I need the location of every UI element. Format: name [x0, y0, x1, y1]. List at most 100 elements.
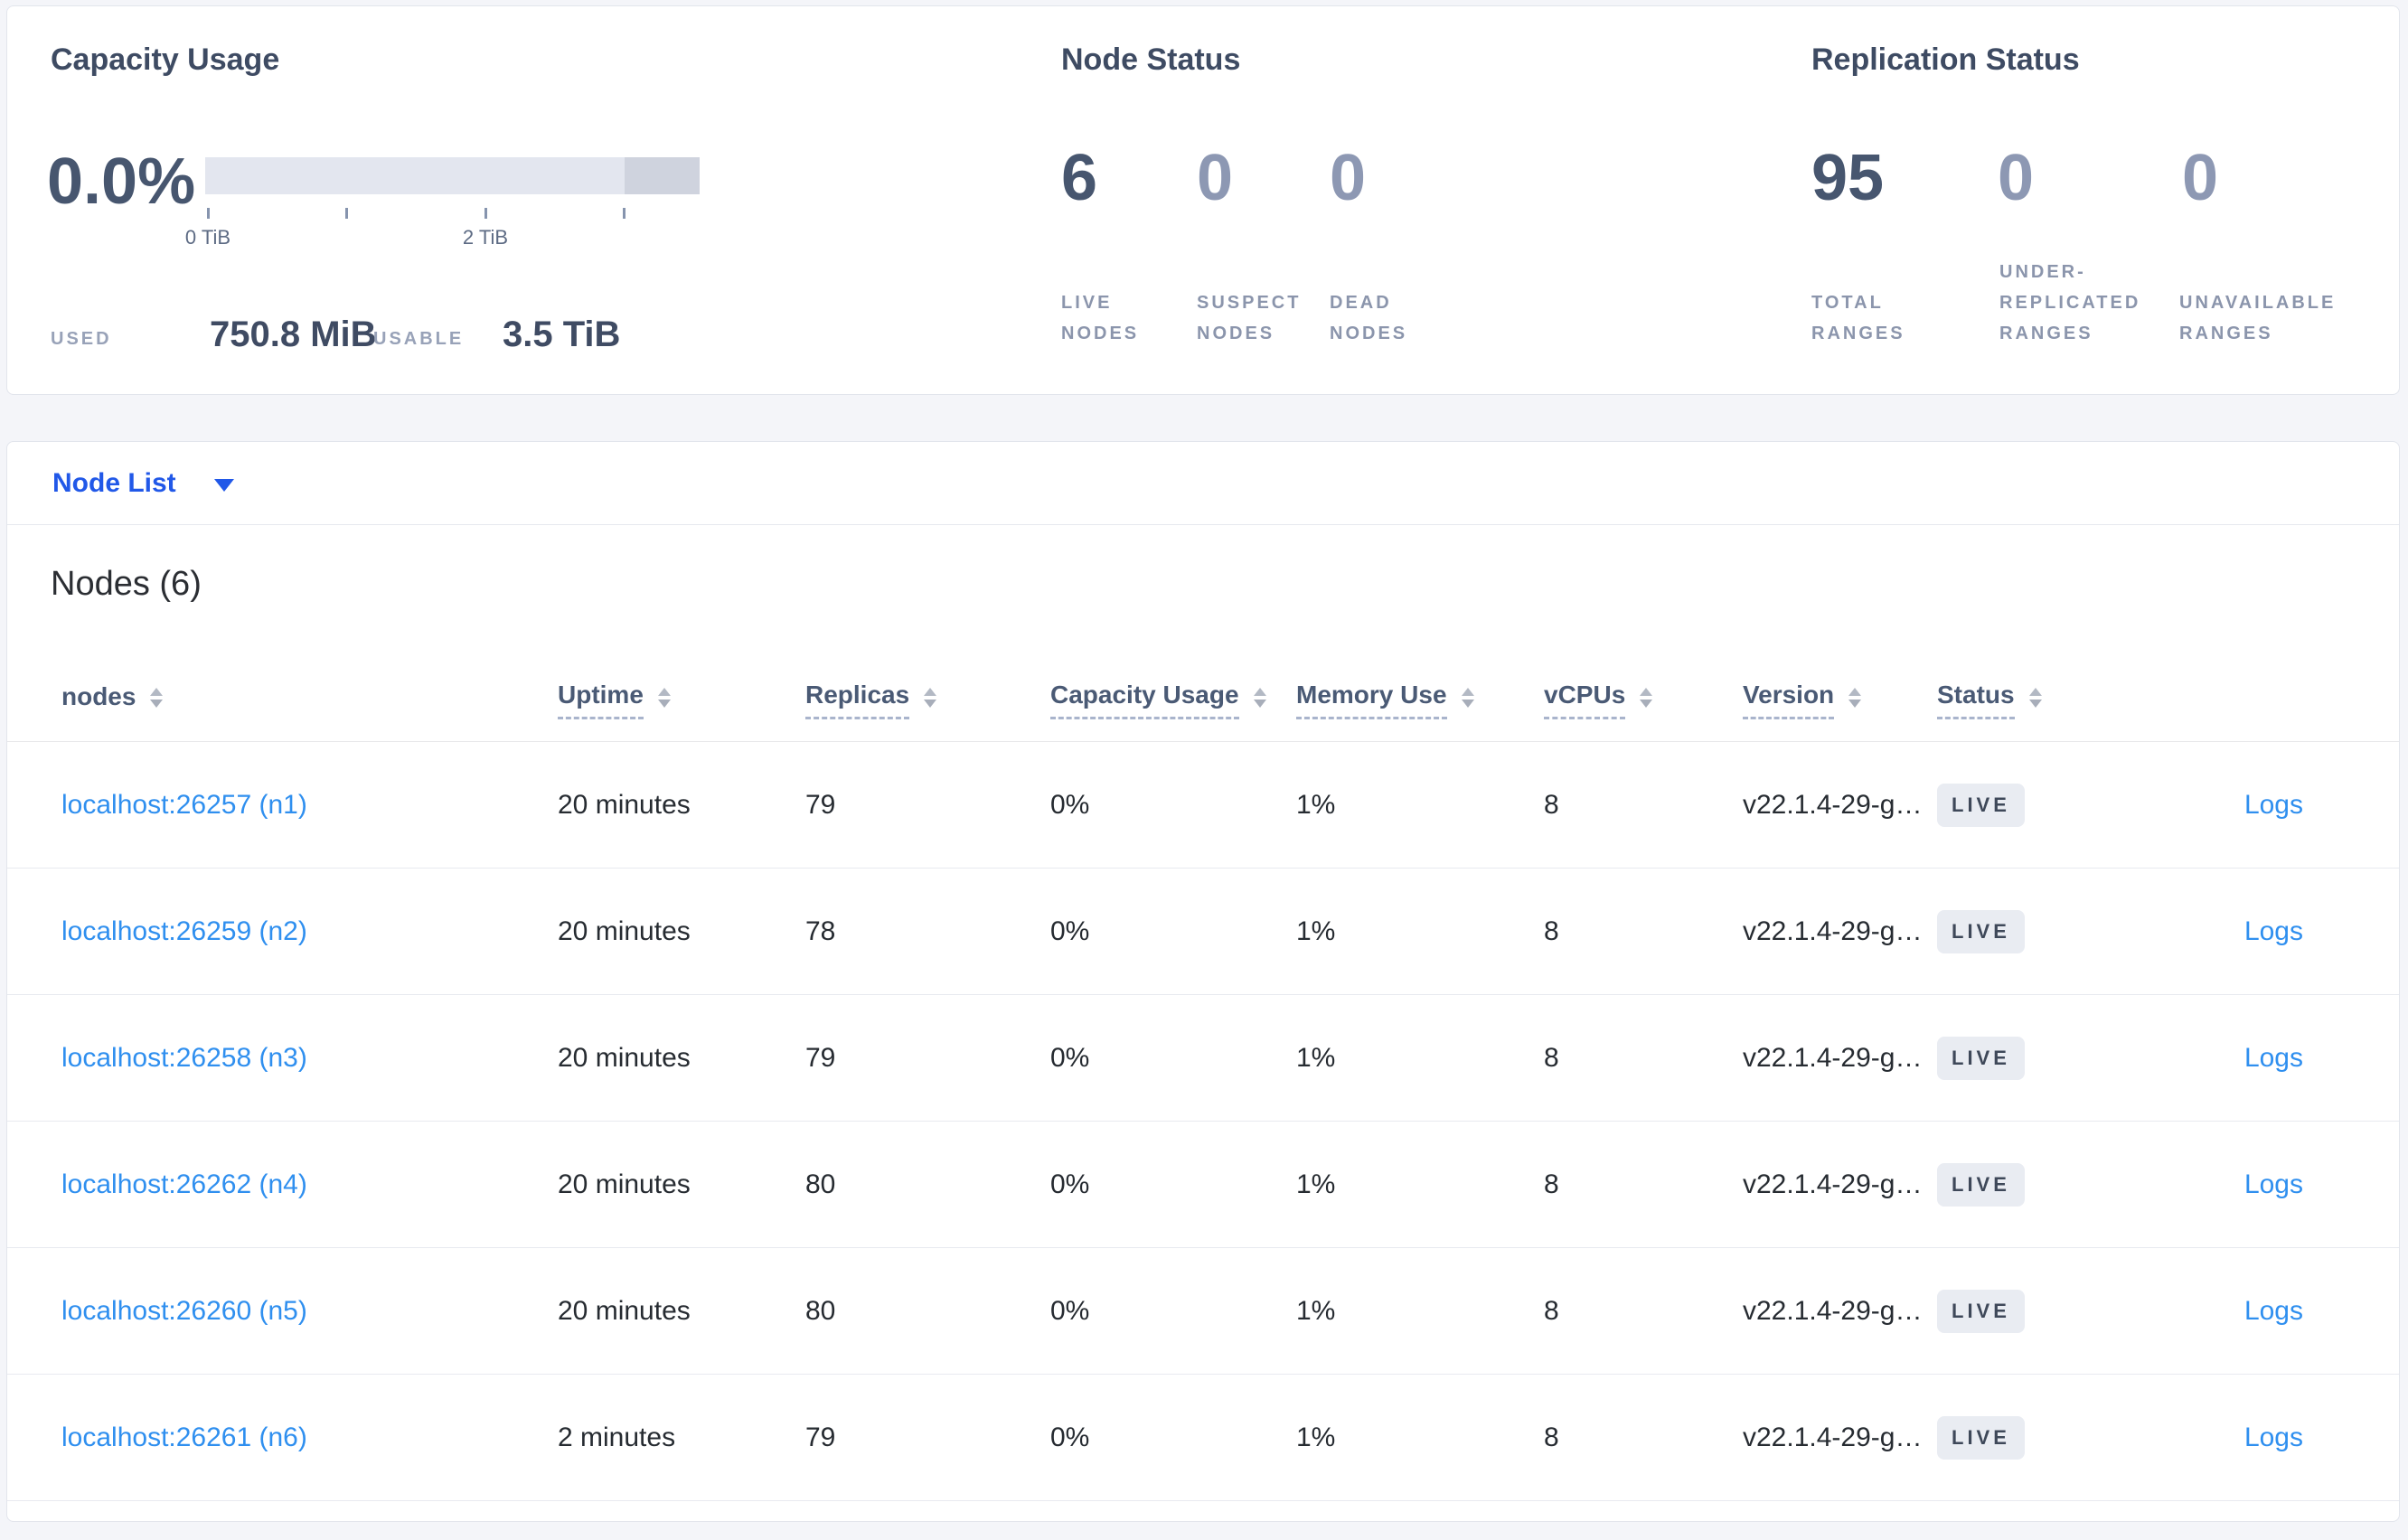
cell-version: v22.1.4-29-g… — [1743, 789, 1923, 820]
column-header-label[interactable]: Version — [1743, 681, 1835, 719]
cell-vcpus: 8 — [1544, 1422, 1559, 1452]
unavailable-ranges-count: 0 — [2182, 142, 2219, 214]
live-nodes-count: 6 — [1061, 142, 1098, 214]
table-row: localhost:26261 (n6) 2 minutes 79 0% 1% 8 v22.… — [7, 1375, 2399, 1501]
node-link[interactable]: localhost:26260 (n5) — [61, 1295, 307, 1326]
status-badge: LIVE — [1937, 1289, 2025, 1333]
dead-nodes-count: 0 — [1330, 142, 1367, 214]
cell-capacity: 0% — [1050, 1295, 1090, 1326]
chevron-down-icon[interactable] — [213, 478, 234, 492]
nodes-table: nodes Uptime Replicas Capacity Usage Memory … — [7, 659, 2399, 1501]
cell-memory: 1% — [1296, 916, 1336, 946]
cell-uptime: 20 minutes — [558, 789, 691, 820]
node-status-title: Node Status — [1061, 42, 1241, 77]
cell-status: LIVE — [1937, 1289, 2163, 1333]
replication-status-title: Replication Status — [1811, 42, 2080, 77]
status-badge: LIVE — [1937, 909, 2025, 953]
unavailable-ranges-label: UNAVAILABLE RANGES — [2179, 293, 2337, 343]
nodes-section-title: Nodes (6) — [51, 565, 202, 603]
table-row: localhost:26262 (n4) 20 minutes 80 0% 1% 8 v22… — [7, 1122, 2399, 1248]
cell-memory: 1% — [1296, 1042, 1336, 1073]
column-header-label[interactable]: vCPUs — [1544, 681, 1626, 719]
capacity-axis-tick — [623, 208, 626, 219]
node-link[interactable]: localhost:26259 (n2) — [61, 916, 307, 946]
sort-arrows-icon[interactable] — [924, 687, 937, 708]
cell-memory: 1% — [1296, 1169, 1336, 1199]
cell-version: v22.1.4-29-g… — [1743, 1295, 1923, 1326]
column-header-label[interactable]: Capacity Usage — [1050, 681, 1239, 719]
sort-arrows-icon[interactable] — [1640, 687, 1653, 708]
cell-status: LIVE — [1937, 1415, 2163, 1460]
cell-version: v22.1.4-29-g… — [1743, 916, 1923, 946]
column-header-vcpus[interactable]: vCPUs — [1544, 681, 1743, 719]
column-header-label[interactable]: Replicas — [805, 681, 910, 719]
under-replicated-ranges-label: UNDER-REPLICATED RANGES — [1999, 262, 2141, 343]
sort-arrows-icon[interactable] — [2028, 687, 2042, 708]
table-row: localhost:26260 (n5) 20 minutes 80 0% 1% 8 v22… — [7, 1248, 2399, 1375]
cell-memory: 1% — [1296, 789, 1336, 820]
logs-link[interactable]: Logs — [2243, 1169, 2303, 1199]
dead-nodes-label: DEAD NODES — [1330, 293, 1408, 343]
capacity-axis-tick-label: 0 TiB — [184, 226, 231, 249]
column-header-version[interactable]: Version — [1743, 681, 1937, 719]
suspect-nodes-count: 0 — [1197, 142, 1234, 214]
status-badge: LIVE — [1937, 1162, 2025, 1207]
column-header-memory-use[interactable]: Memory Use — [1296, 681, 1544, 719]
cell-replicas: 79 — [805, 1042, 836, 1073]
capacity-used-value: 750.8 MiB — [210, 315, 377, 354]
cell-capacity: 0% — [1050, 1422, 1090, 1452]
logs-link[interactable]: Logs — [2243, 1295, 2303, 1326]
sort-arrows-icon[interactable] — [150, 687, 164, 708]
logs-link[interactable]: Logs — [2243, 916, 2303, 946]
capacity-axis-tick — [345, 208, 348, 219]
node-link[interactable]: localhost:26261 (n6) — [61, 1422, 307, 1452]
column-header-uptime[interactable]: Uptime — [558, 681, 805, 719]
sort-arrows-icon[interactable] — [1253, 687, 1266, 708]
node-link[interactable]: localhost:26258 (n3) — [61, 1042, 307, 1073]
capacity-axis-tick — [484, 208, 487, 219]
sort-arrows-icon[interactable] — [1461, 687, 1474, 708]
column-header-label[interactable]: nodes — [61, 681, 136, 710]
capacity-stats: USED 750.8 MiB USABLE 3.5 TiB — [51, 312, 774, 355]
column-header-nodes[interactable]: nodes — [61, 682, 558, 718]
cell-version: v22.1.4-29-g… — [1743, 1042, 1923, 1073]
capacity-axis-tick-label: 2 TiB — [462, 226, 509, 249]
status-badge: LIVE — [1937, 783, 2025, 827]
node-link[interactable]: localhost:26262 (n4) — [61, 1169, 307, 1199]
cell-status: LIVE — [1937, 1036, 2163, 1080]
logs-link[interactable]: Logs — [2243, 1422, 2303, 1452]
cell-uptime: 20 minutes — [558, 916, 691, 946]
column-header-replicas[interactable]: Replicas — [805, 681, 1050, 719]
total-ranges-label: TOTAL RANGES — [1811, 293, 1905, 343]
sort-arrows-icon[interactable] — [1848, 687, 1862, 708]
live-nodes-label: LIVE NODES — [1061, 293, 1140, 343]
capacity-used-percent: 0.0% — [47, 146, 196, 218]
status-badge: LIVE — [1937, 1036, 2025, 1080]
cell-memory: 1% — [1296, 1422, 1336, 1452]
node-list-dropdown[interactable]: Node List — [52, 467, 176, 498]
column-header-label[interactable]: Memory Use — [1296, 681, 1447, 719]
column-header-capacity-usage[interactable]: Capacity Usage — [1050, 681, 1296, 719]
nodes-table-body: localhost:26257 (n1) 20 minutes 79 0% 1% 8 v22… — [7, 742, 2399, 1501]
nodes-table-header-row: nodes Uptime Replicas Capacity Usage Memory … — [7, 659, 2399, 742]
node-link[interactable]: localhost:26257 (n1) — [61, 789, 307, 820]
cell-uptime: 20 minutes — [558, 1295, 691, 1326]
column-header-label[interactable]: Status — [1937, 681, 2015, 719]
cell-memory: 1% — [1296, 1295, 1336, 1326]
cell-uptime: 20 minutes — [558, 1169, 691, 1199]
sort-arrows-icon[interactable] — [657, 687, 671, 708]
capacity-used-label: USED — [51, 329, 112, 349]
column-header-status[interactable]: Status — [1937, 681, 2163, 719]
cell-version: v22.1.4-29-g… — [1743, 1422, 1923, 1452]
suspect-nodes-label: SUSPECT NODES — [1197, 293, 1302, 343]
column-header-label[interactable]: Uptime — [558, 681, 644, 719]
cell-replicas: 80 — [805, 1295, 836, 1326]
logs-link[interactable]: Logs — [2243, 789, 2303, 820]
logs-link[interactable]: Logs — [2243, 1042, 2303, 1073]
cell-vcpus: 8 — [1544, 1295, 1559, 1326]
status-badge: LIVE — [1937, 1415, 2025, 1460]
view-selector-bar: Node List — [7, 442, 2399, 525]
cell-vcpus: 8 — [1544, 789, 1559, 820]
cell-vcpus: 8 — [1544, 1169, 1559, 1199]
table-row: localhost:26258 (n3) 20 minutes 79 0% 1% 8 v22… — [7, 995, 2399, 1122]
